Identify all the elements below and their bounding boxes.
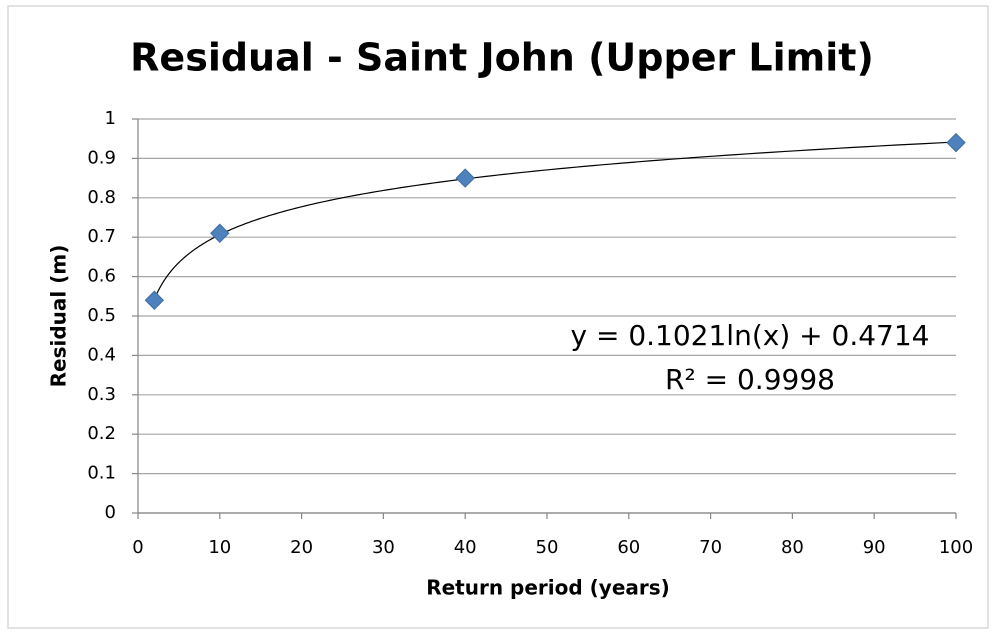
x-tick-label: 20 xyxy=(290,537,313,558)
trendline-equation: y = 0.1021ln(x) + 0.4714 xyxy=(571,319,930,352)
y-tick-label: 0.1 xyxy=(87,463,116,484)
y-tick-label: 0.3 xyxy=(87,384,116,405)
y-axis-title: Residual (m) xyxy=(47,245,71,388)
point xyxy=(210,223,230,243)
chart-frame xyxy=(7,5,989,629)
x-tick-label: 30 xyxy=(372,537,395,558)
point xyxy=(144,290,165,310)
x-tick-label: 40 xyxy=(454,537,477,558)
x-axis-title: Return period (years) xyxy=(426,576,670,600)
x-tick-label: 100 xyxy=(939,537,973,558)
x-tick-label: 50 xyxy=(536,537,559,558)
y-tick-label: 0.4 xyxy=(87,344,116,365)
x-tick-label: 90 xyxy=(863,537,886,558)
x-tick-label: 0 xyxy=(132,537,143,558)
y-tick-label: 0.5 xyxy=(87,305,116,326)
point xyxy=(455,168,475,188)
trendline-r2: R² = 0.9998 xyxy=(665,363,835,396)
y-tick-label: 1 xyxy=(105,108,116,129)
y-tick-label: 0 xyxy=(105,502,116,523)
y-tick-label: 0.8 xyxy=(87,187,116,208)
y-tick-label: 0.6 xyxy=(87,266,116,287)
x-tick-label: 70 xyxy=(699,537,722,558)
chart-title: Residual - Saint John (Upper Limit) xyxy=(130,36,874,80)
y-tick-label: 0.9 xyxy=(87,147,116,168)
y-tick-label: 0.7 xyxy=(87,226,116,247)
x-tick-label: 80 xyxy=(781,537,804,558)
point xyxy=(946,132,966,153)
x-tick-label: 10 xyxy=(208,537,231,558)
trendline xyxy=(153,141,957,300)
y-tick-label: 0.2 xyxy=(87,423,116,444)
x-tick-label: 60 xyxy=(617,537,640,558)
